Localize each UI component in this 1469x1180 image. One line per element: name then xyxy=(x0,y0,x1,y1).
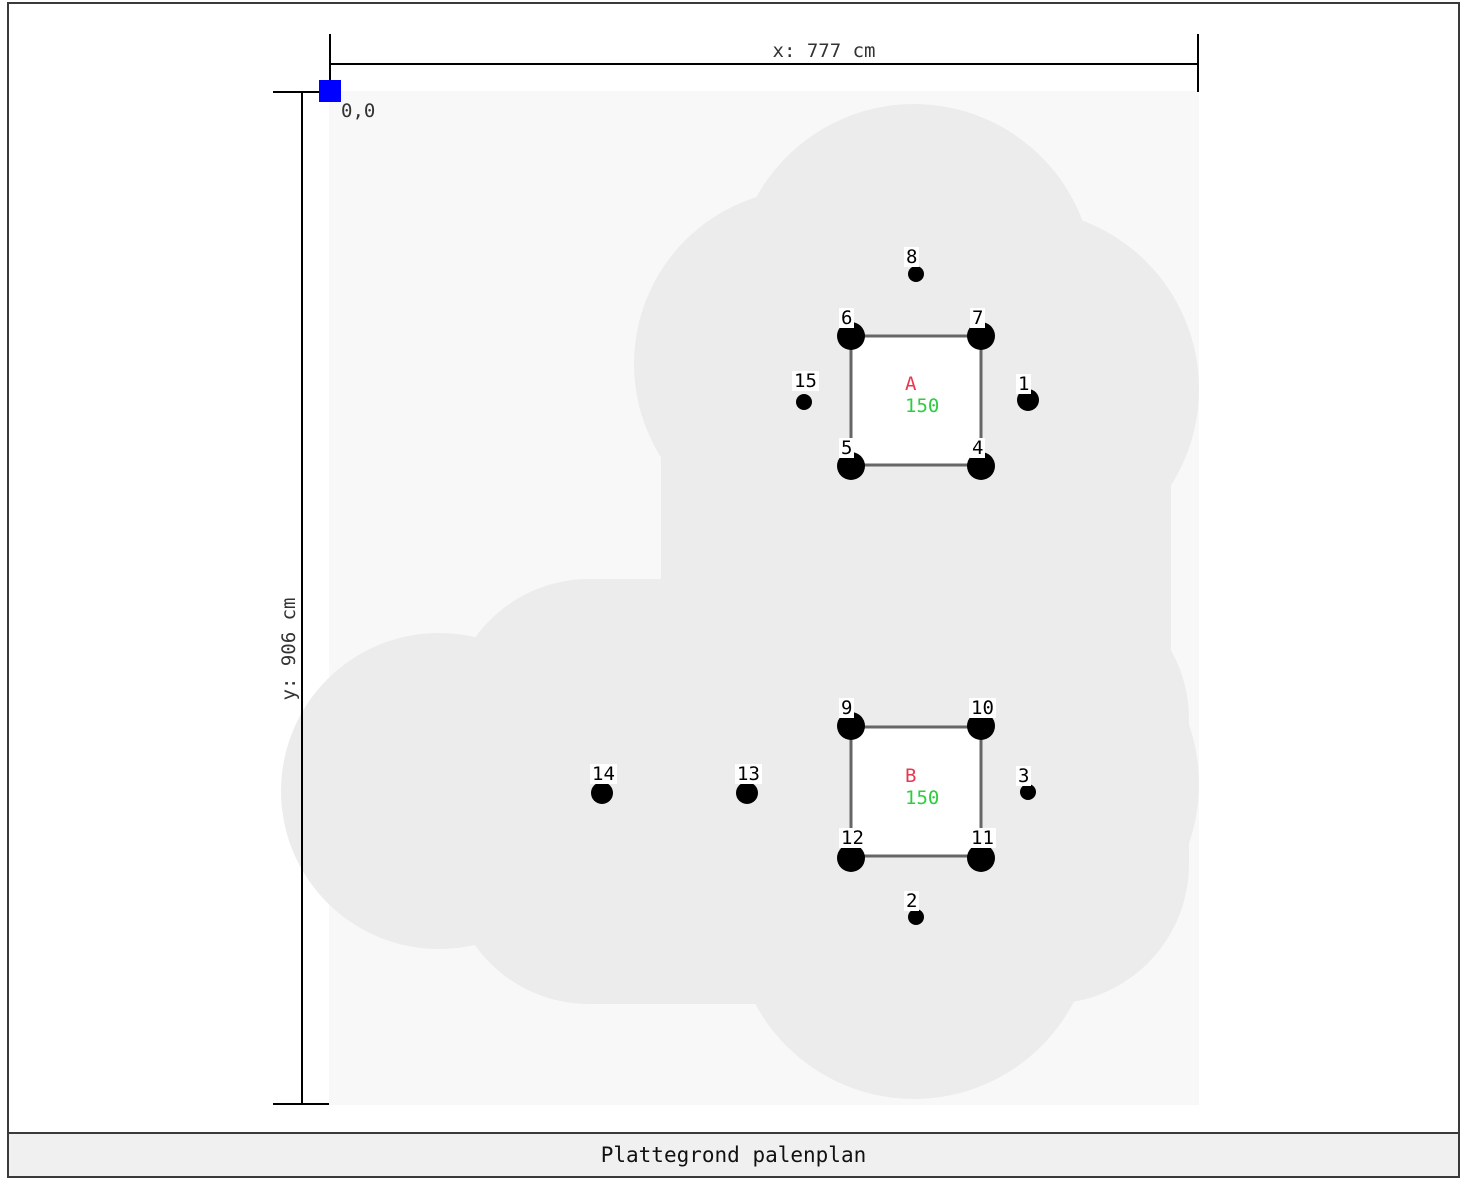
pile-13[interactable]: 13 xyxy=(735,763,762,804)
pile-14-label: 14 xyxy=(592,763,615,785)
pile-14[interactable]: 14 xyxy=(590,763,617,804)
pile-9-label: 9 xyxy=(841,697,852,719)
pile-8-label: 8 xyxy=(906,246,917,268)
pile-2[interactable]: 2 xyxy=(904,890,924,925)
pile-8[interactable]: 8 xyxy=(904,246,924,282)
pile-1[interactable]: 1 xyxy=(1016,373,1039,411)
pile-15-label: 15 xyxy=(794,370,817,392)
floor-plan-drawing: x: 777 cm y: 906 cm 0,0 A 150 B 150 1 2 xyxy=(273,34,1199,1105)
drawing-caption: Plattegrond palenplan xyxy=(600,1143,867,1167)
pile-cap-a[interactable] xyxy=(849,334,983,467)
x-dimension-label: x: 777 cm xyxy=(773,40,876,62)
origin-label: 0,0 xyxy=(341,100,375,122)
influence-zone xyxy=(281,104,1199,1099)
x-dimension xyxy=(329,34,1199,94)
pile-11-label: 11 xyxy=(971,827,994,849)
cap-b-label: B xyxy=(905,765,916,787)
origin-marker[interactable] xyxy=(319,80,341,102)
cap-b-value: 150 xyxy=(905,787,939,809)
pile-5-label: 5 xyxy=(841,437,852,459)
pile-10-label: 10 xyxy=(971,697,994,719)
pile-2-label: 2 xyxy=(906,890,917,912)
pile-15[interactable]: 15 xyxy=(792,370,819,410)
pile-6[interactable]: 6 xyxy=(837,307,865,350)
y-dimension-label: y: 906 cm xyxy=(278,598,300,701)
drawing-frame: x: 777 cm y: 906 cm 0,0 A 150 B 150 1 2 xyxy=(7,2,1460,1178)
pile-4-label: 4 xyxy=(972,437,983,459)
pile-12[interactable]: 12 xyxy=(837,827,866,872)
pile-4[interactable]: 4 xyxy=(967,437,995,480)
caption-bar: Plattegrond palenplan xyxy=(7,1132,1460,1178)
cap-a-label: A xyxy=(905,373,917,395)
pile-cap-b[interactable] xyxy=(849,725,983,858)
pile-11[interactable]: 11 xyxy=(967,827,996,872)
pile-5[interactable]: 5 xyxy=(837,437,865,480)
pile-6-label: 6 xyxy=(841,307,852,329)
pile-10[interactable]: 10 xyxy=(967,697,996,740)
pile-9[interactable]: 9 xyxy=(837,697,865,740)
pile-3[interactable]: 3 xyxy=(1016,765,1036,800)
pile-3-label: 3 xyxy=(1018,765,1029,787)
pile-12-label: 12 xyxy=(841,827,864,849)
pile-13-label: 13 xyxy=(737,763,760,785)
pile-1-label: 1 xyxy=(1018,373,1029,395)
pile-7[interactable]: 7 xyxy=(967,307,995,350)
pile-7-label: 7 xyxy=(972,307,983,329)
cap-a-value: 150 xyxy=(905,395,939,417)
